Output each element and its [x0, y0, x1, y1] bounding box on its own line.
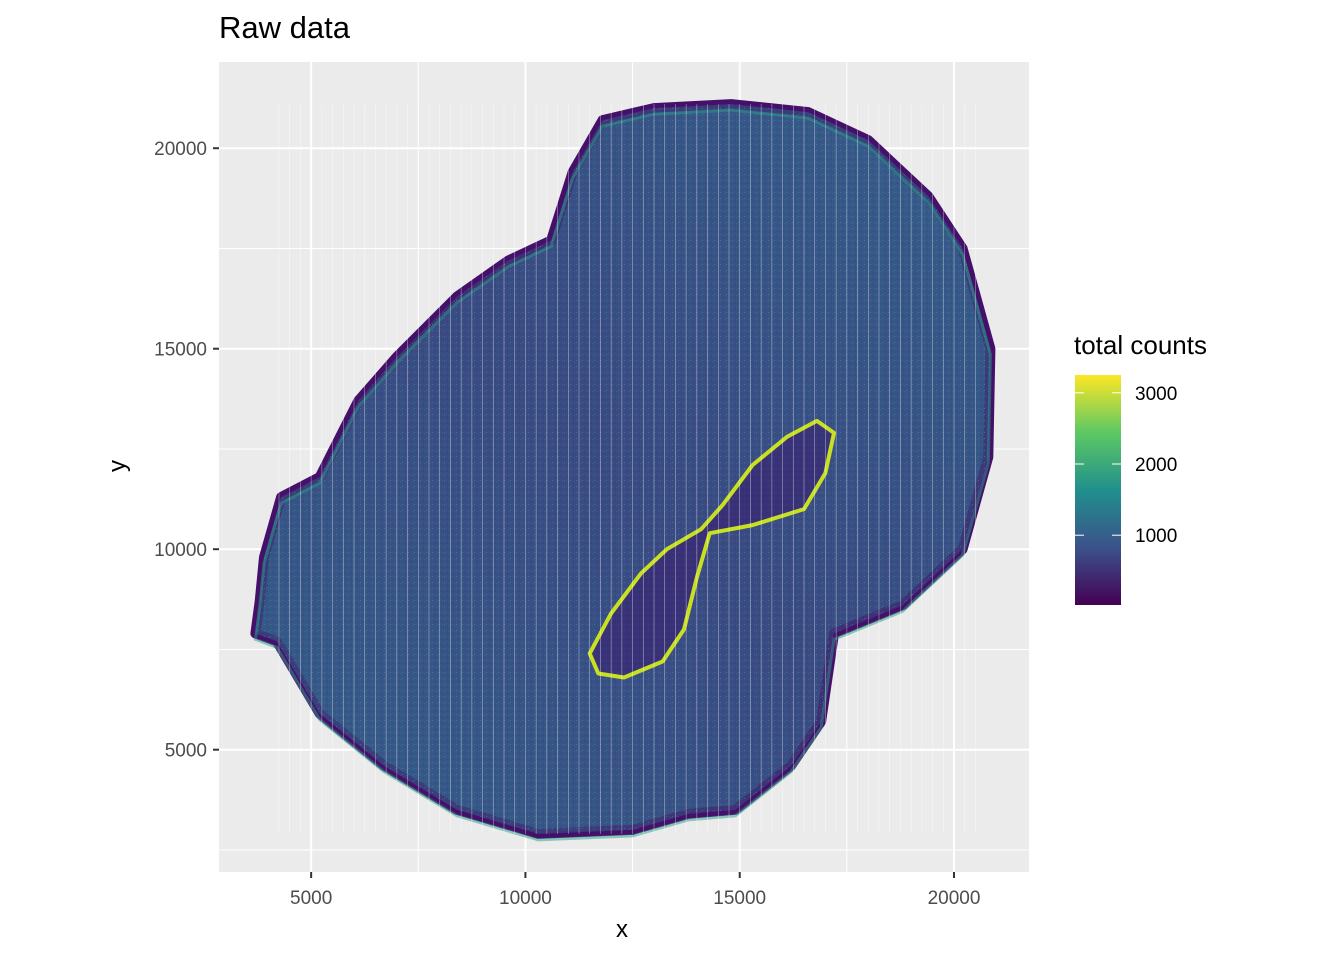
x-tick-label: 15000 [713, 888, 766, 909]
legend-tick-label: 2000 [1135, 455, 1177, 476]
chart-title: Raw data [219, 10, 350, 45]
legend-tick-label: 1000 [1135, 526, 1177, 547]
x-axis-title: x [616, 916, 628, 943]
legend-title: total counts [1074, 330, 1207, 360]
x-tick-label: 5000 [290, 888, 332, 909]
tissue-texture [255, 104, 991, 834]
y-tick-label: 10000 [154, 540, 207, 561]
legend-colorbar [1075, 375, 1121, 605]
x-tick-label: 10000 [499, 888, 552, 909]
tissue-edge-band [253, 108, 992, 842]
legend-tick-label: 3000 [1135, 384, 1177, 405]
y-tick-label: 15000 [154, 340, 207, 361]
ring-interior [589, 420, 834, 678]
y-tick-label: 20000 [154, 139, 207, 160]
x-tick-label: 20000 [928, 888, 981, 909]
y-tick-label: 5000 [165, 741, 207, 762]
